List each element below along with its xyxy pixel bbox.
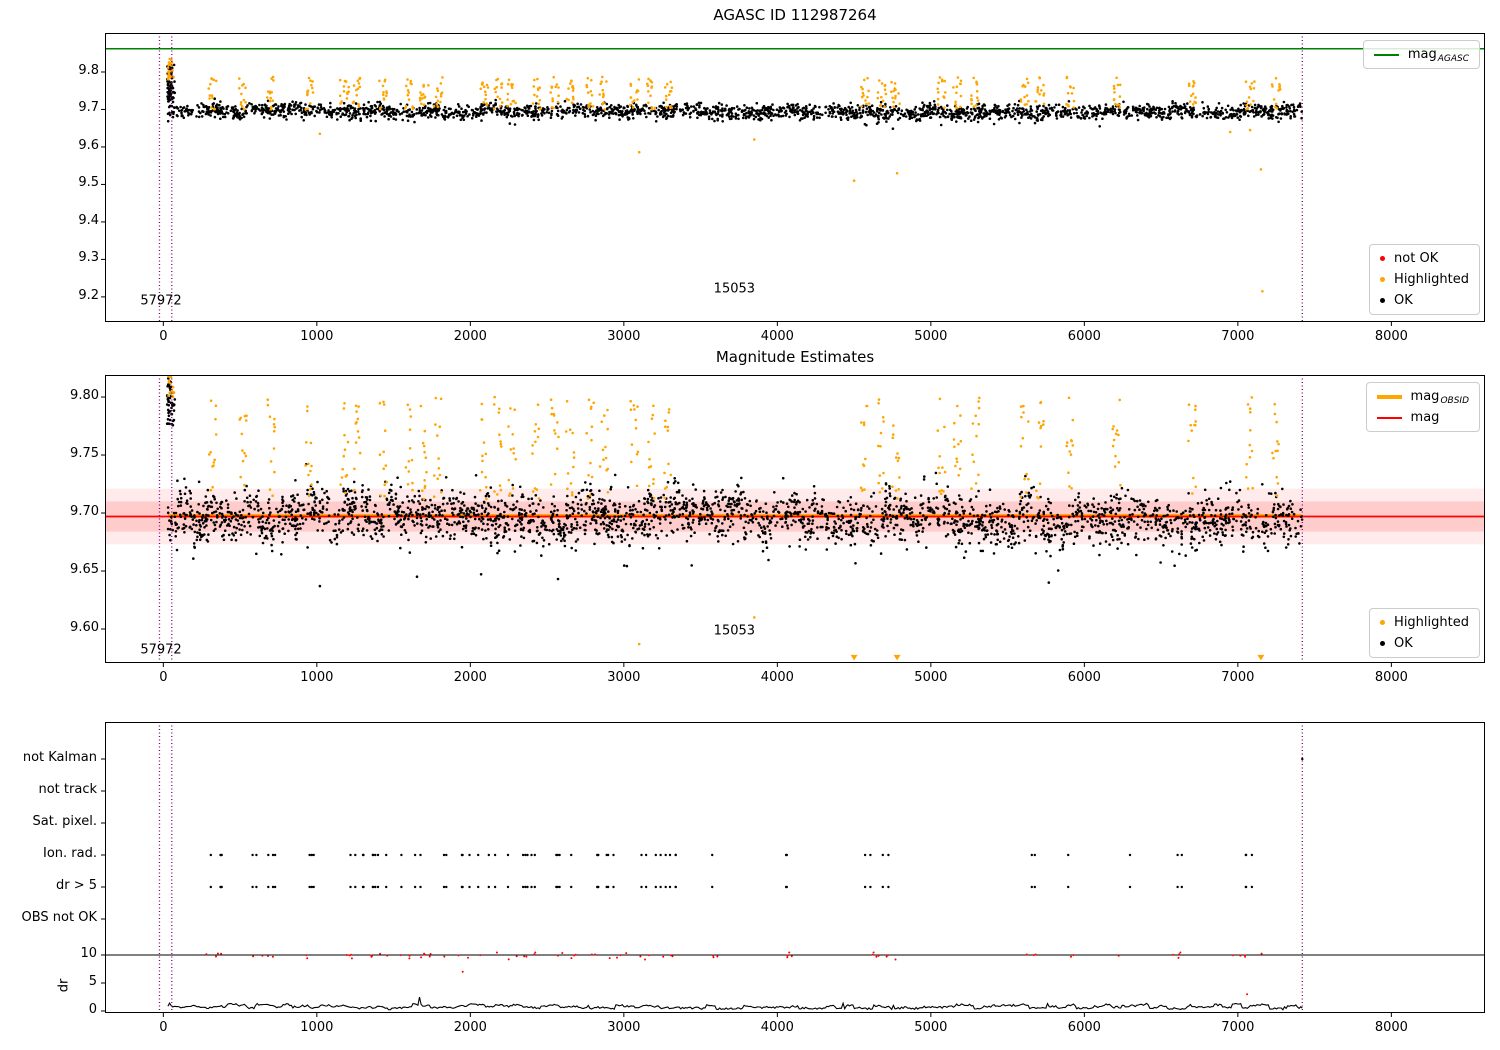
- legend-item: Highlighted: [1380, 272, 1469, 287]
- plot-flags-dr: dr 0 1000 2000 3000 4000 5000 6000 7000 8000 not …: [22, 722, 1485, 1035]
- dr-tick-label: 0: [88, 1002, 97, 1017]
- x-tick-label: 4000: [760, 1020, 794, 1035]
- legend-label: not OK: [1394, 251, 1439, 266]
- x-tick-label: 1000: [300, 329, 334, 344]
- x-tick-label: 7000: [1221, 670, 1255, 685]
- legend-label: OK: [1394, 636, 1413, 651]
- plot-canvas: [101, 722, 1485, 1017]
- legend-label: magOBSID: [1410, 389, 1469, 406]
- legend-point-types: not OK Highlighted OK: [1369, 244, 1480, 315]
- orange-dot-marker: [1380, 620, 1386, 625]
- y-tick-label: 9.4: [78, 212, 99, 228]
- x-tick-label: 4000: [760, 670, 794, 685]
- dr-tick-label: 5: [88, 974, 97, 989]
- y-tick-label: 9.7: [78, 100, 99, 116]
- flag-row-label: OBS not OK: [21, 910, 98, 925]
- black-dot-marker: [1380, 298, 1386, 303]
- legend-item: OK: [1380, 636, 1469, 651]
- y-tick-label: 9.6: [78, 137, 99, 153]
- x-tick-label: 7000: [1221, 329, 1255, 344]
- legend-mag-agasc: magAGASC: [1362, 40, 1480, 69]
- y-tick-label: 9.5: [78, 175, 99, 191]
- legend-label: Highlighted: [1394, 615, 1469, 630]
- x-tick-label: 5000: [914, 670, 948, 685]
- x-tick-label: 2000: [453, 329, 487, 344]
- x-tick-label: 1000: [300, 1020, 334, 1035]
- x-tick-label: 7000: [1221, 1020, 1255, 1035]
- legend-label: Highlighted: [1394, 272, 1469, 287]
- legend-item: not OK: [1380, 251, 1469, 266]
- flag-row-label: Ion. rad.: [43, 846, 97, 861]
- x-tick-label: 5000: [914, 1020, 948, 1035]
- red-dot-marker: [1380, 256, 1386, 261]
- legend-label: mag: [1410, 410, 1440, 425]
- flag-row-label: dr > 5: [55, 878, 97, 893]
- legend-point-types: Highlighted OK: [1369, 608, 1480, 658]
- y-tick-label: 9.65: [70, 562, 99, 578]
- x-tick-label: 2000: [453, 1020, 487, 1035]
- orange-dot-marker: [1380, 277, 1386, 282]
- y-tick-label: 9.80: [70, 388, 99, 404]
- x-tick-label: 3000: [607, 670, 641, 685]
- plot2-title: Magnitude Estimates: [715, 348, 875, 366]
- plot-canvas: [101, 33, 1485, 326]
- x-tick-label: 1000: [300, 670, 334, 685]
- plot-canvas: [101, 375, 1485, 667]
- legend-item: mag: [1376, 410, 1469, 425]
- x-tick-label: 6000: [1067, 1020, 1101, 1035]
- legend-item: magAGASC: [1373, 47, 1469, 64]
- y-tick-label: 9.70: [70, 504, 99, 520]
- legend-label-subscript: AGASC: [1437, 54, 1469, 64]
- plot-agasc-id: AGASC ID 112987264 0 1000 2000 3000 4000 5000…: [78, 6, 1485, 344]
- legend-item: Highlighted: [1380, 615, 1469, 630]
- black-dot-marker: [1380, 641, 1386, 646]
- y-tick-label: 9.8: [78, 62, 99, 78]
- green-line-marker: [1373, 53, 1399, 56]
- x-tick-label: 6000: [1067, 670, 1101, 685]
- flag-row-label: not track: [38, 782, 97, 797]
- red-line-marker: [1376, 416, 1402, 419]
- x-tick-label: 3000: [607, 1020, 641, 1035]
- flag-row-label: not Kalman: [22, 750, 97, 765]
- x-tick-label: 4000: [760, 329, 794, 344]
- x-tick-label: 5000: [914, 329, 948, 344]
- x-tick-label: 2000: [453, 670, 487, 685]
- x-tick-label: 0: [159, 1020, 168, 1035]
- plot1-title: AGASC ID 112987264: [713, 6, 877, 24]
- y-tick-label: 9.75: [70, 446, 99, 462]
- legend-label: magAGASC: [1407, 47, 1469, 64]
- legend-item: OK: [1380, 293, 1469, 308]
- y-tick-label: 9.2: [78, 287, 99, 303]
- annotation: 57972: [140, 293, 182, 309]
- x-tick-label: 0: [159, 329, 168, 344]
- legend-mag-lines: magOBSID mag: [1365, 382, 1480, 432]
- x-tick-label: 6000: [1067, 329, 1101, 344]
- x-tick-label: 8000: [1374, 1020, 1408, 1035]
- annotation: 15053: [713, 281, 756, 297]
- legend-label-subscript: OBSID: [1440, 396, 1469, 406]
- legend-item: magOBSID: [1376, 389, 1469, 406]
- x-tick-label: 8000: [1374, 670, 1408, 685]
- plot-magnitude-estimates: Magnitude Estimates 0 1000 2000 3000 4000 500…: [70, 348, 1485, 685]
- x-tick-label: 3000: [607, 329, 641, 344]
- orange-line-marker: [1376, 394, 1402, 399]
- x-tick-label: 8000: [1374, 329, 1408, 344]
- legend-label: OK: [1394, 293, 1413, 308]
- y-tick-label: 9.3: [78, 250, 99, 266]
- x-tick-label: 0: [159, 670, 168, 685]
- annotation: 57972: [140, 642, 182, 658]
- annotation: 15053: [713, 623, 756, 639]
- y-tick-label: 9.60: [70, 620, 99, 635]
- flag-row-label: Sat. pixel.: [32, 814, 97, 829]
- dr-tick-label: 10: [80, 946, 97, 961]
